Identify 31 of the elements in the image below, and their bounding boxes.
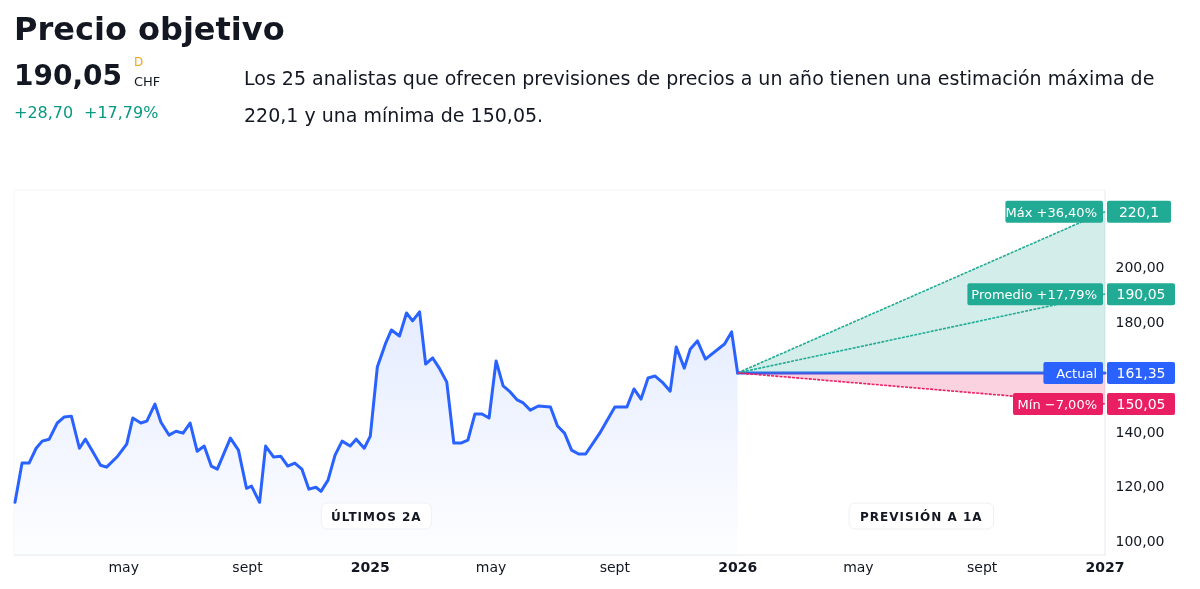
y-tick-label: 180,00 bbox=[1115, 313, 1165, 330]
x-tick-label: may bbox=[843, 559, 874, 575]
text: CHF bbox=[134, 74, 161, 89]
x-tick-label: may bbox=[475, 559, 507, 575]
data-label: 190,05 bbox=[1116, 286, 1166, 303]
data-label: 220,1 bbox=[1118, 203, 1160, 220]
y-tick-label: 140,00 bbox=[1115, 423, 1165, 440]
annotation: PREVISIÓN A 1A bbox=[860, 509, 983, 524]
legend-label: Máx +36,40% bbox=[1005, 204, 1097, 220]
annotation: ÚLTIMOS 2A bbox=[331, 509, 422, 524]
x-tick-label: may bbox=[108, 559, 139, 575]
x-tick-label: sept bbox=[232, 559, 264, 575]
text: +28,70 bbox=[14, 103, 74, 122]
data-label: 150,05 bbox=[1116, 395, 1166, 412]
text: D bbox=[134, 55, 144, 69]
x-tick-label: sept bbox=[599, 559, 631, 575]
text: +17,79% bbox=[84, 103, 159, 122]
y-tick-label: 200,00 bbox=[1115, 258, 1165, 275]
y-tick-label: 120,00 bbox=[1115, 478, 1165, 495]
series-label: Mín −7,00% bbox=[1017, 396, 1097, 412]
x-tick-label: 2025 bbox=[350, 559, 390, 575]
y-tick-label: 100,00 bbox=[1115, 533, 1165, 550]
series-label: Actual bbox=[1056, 365, 1097, 381]
chart-title: Precio objetivo bbox=[14, 10, 285, 48]
series-label: Promedio +17,79% bbox=[971, 287, 1097, 303]
x-tick-label: 2027 bbox=[1085, 559, 1125, 575]
chart-subtitle: Los 25 analistas que ofrecen previsiones de precios a un año tienen una estimación máxima de 220,1 y una mínima de 150,05. bbox=[244, 66, 1156, 128]
x-tick-label: 2026 bbox=[718, 559, 758, 575]
x-tick-label: sept bbox=[967, 559, 998, 575]
text: 190,05 bbox=[14, 59, 123, 92]
data-label: 161,35 bbox=[1116, 364, 1166, 381]
